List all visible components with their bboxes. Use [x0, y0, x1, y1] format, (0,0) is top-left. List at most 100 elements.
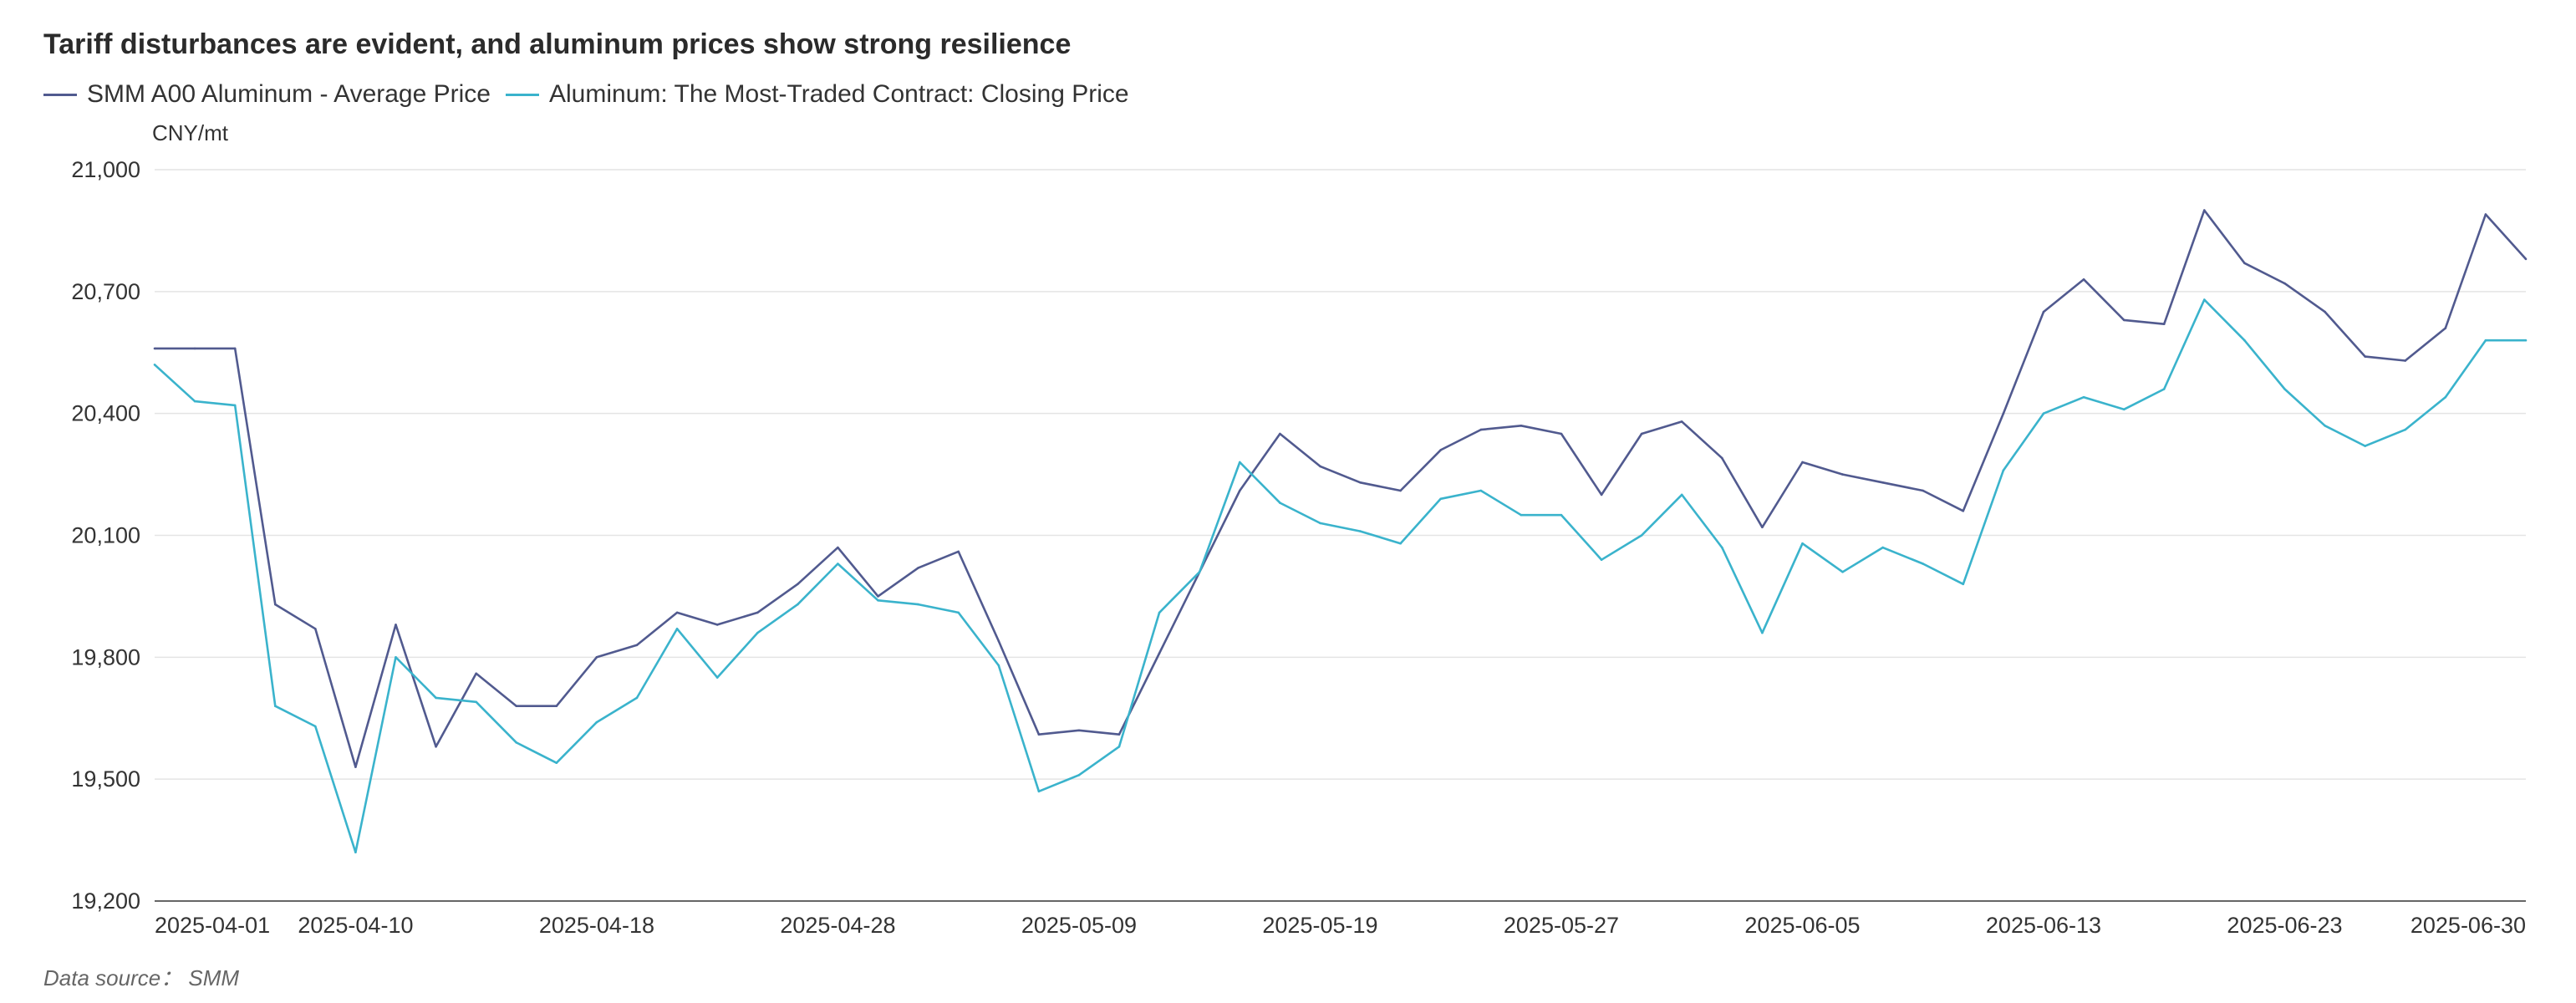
data-point-closing-price[interactable] — [1279, 502, 1281, 504]
data-point-closing-price[interactable] — [1922, 563, 1924, 565]
data-point-closing-price[interactable] — [2364, 445, 2366, 447]
data-point-average-price[interactable] — [1239, 489, 1241, 492]
data-point-average-price[interactable] — [2364, 355, 2366, 358]
data-point-average-price[interactable] — [1761, 526, 1764, 529]
data-point-average-price[interactable] — [1560, 432, 1563, 435]
data-point-average-price[interactable] — [1279, 432, 1281, 435]
series-line-closing-price[interactable] — [154, 298, 2526, 854]
data-point-closing-price[interactable] — [2324, 425, 2326, 427]
data-point-average-price[interactable] — [957, 550, 960, 553]
data-point-average-price[interactable] — [675, 611, 679, 614]
legend-item-average-price[interactable]: SMM A00 Aluminum - Average Price — [43, 80, 491, 109]
data-point-closing-price[interactable] — [797, 603, 799, 606]
data-point-average-price[interactable] — [997, 639, 1000, 643]
data-point-average-price[interactable] — [274, 603, 277, 606]
data-point-closing-price[interactable] — [715, 676, 719, 679]
data-point-average-price[interactable] — [2404, 359, 2406, 362]
data-point-average-price[interactable] — [756, 611, 759, 614]
data-point-closing-price[interactable] — [1881, 546, 1884, 549]
data-point-closing-price[interactable] — [1841, 571, 1844, 573]
data-point-average-price[interactable] — [1479, 428, 1483, 431]
data-point-closing-price[interactable] — [475, 700, 477, 704]
data-point-average-price[interactable] — [1841, 473, 1844, 476]
data-point-closing-price[interactable] — [515, 741, 518, 744]
data-point-closing-price[interactable] — [595, 720, 598, 724]
data-point-closing-price[interactable] — [1239, 461, 1241, 464]
data-point-average-price[interactable] — [1399, 489, 1402, 492]
data-point-average-price[interactable] — [2042, 310, 2045, 313]
data-point-closing-price[interactable] — [1721, 546, 1723, 549]
data-point-average-price[interactable] — [515, 705, 518, 707]
data-point-average-price[interactable] — [2162, 323, 2166, 326]
data-point-average-price[interactable] — [877, 595, 879, 598]
data-point-closing-price[interactable] — [1077, 774, 1081, 776]
data-point-closing-price[interactable] — [2404, 428, 2406, 431]
data-point-closing-price[interactable] — [1399, 542, 1402, 545]
data-point-closing-price[interactable] — [2524, 339, 2528, 342]
data-point-closing-price[interactable] — [274, 705, 277, 707]
data-point-average-price[interactable] — [1037, 733, 1041, 736]
data-point-closing-price[interactable] — [957, 611, 960, 614]
data-point-closing-price[interactable] — [1117, 746, 1121, 748]
data-point-closing-price[interactable] — [2162, 388, 2166, 390]
data-point-closing-price[interactable] — [435, 696, 437, 700]
data-point-closing-price[interactable] — [1158, 611, 1161, 614]
data-point-closing-price[interactable] — [635, 696, 639, 700]
data-point-closing-price[interactable] — [2042, 412, 2045, 415]
data-point-average-price[interactable] — [555, 705, 558, 707]
legend-item-closing-price[interactable]: Aluminum: The Most-Traded Contract: Clos… — [506, 80, 1129, 109]
data-point-closing-price[interactable] — [354, 851, 357, 853]
data-point-average-price[interactable] — [2324, 310, 2326, 313]
data-point-closing-price[interactable] — [555, 761, 558, 764]
data-point-average-price[interactable] — [715, 624, 719, 626]
data-point-closing-price[interactable] — [917, 603, 919, 606]
data-point-closing-price[interactable] — [2082, 395, 2085, 399]
data-point-closing-price[interactable] — [233, 404, 237, 407]
data-point-closing-price[interactable] — [2484, 339, 2487, 342]
data-point-closing-price[interactable] — [756, 631, 759, 634]
data-point-average-price[interactable] — [1801, 461, 1804, 464]
data-point-closing-price[interactable] — [2122, 408, 2125, 411]
data-point-closing-price[interactable] — [1198, 571, 1201, 573]
data-point-closing-price[interactable] — [1037, 790, 1041, 793]
data-point-closing-price[interactable] — [877, 599, 879, 602]
data-point-closing-price[interactable] — [2283, 388, 2286, 390]
data-point-closing-price[interactable] — [2444, 395, 2447, 399]
data-point-average-price[interactable] — [2484, 213, 2487, 216]
data-point-average-price[interactable] — [2203, 209, 2206, 211]
data-point-closing-price[interactable] — [1439, 497, 1442, 501]
data-point-average-price[interactable] — [153, 347, 156, 350]
data-point-closing-price[interactable] — [2243, 339, 2246, 342]
data-point-average-price[interactable] — [1922, 489, 1924, 492]
data-point-average-price[interactable] — [2524, 257, 2528, 261]
data-point-closing-price[interactable] — [1600, 558, 1603, 561]
data-point-closing-price[interactable] — [1520, 513, 1523, 517]
data-point-closing-price[interactable] — [1640, 534, 1643, 537]
data-point-average-price[interactable] — [193, 347, 196, 350]
data-point-average-price[interactable] — [2002, 412, 2005, 415]
data-point-closing-price[interactable] — [2002, 469, 2005, 471]
data-point-average-price[interactable] — [354, 766, 357, 768]
data-point-closing-price[interactable] — [837, 563, 839, 565]
data-point-average-price[interactable] — [635, 644, 639, 647]
data-point-average-price[interactable] — [1077, 729, 1081, 732]
data-point-average-price[interactable] — [1600, 493, 1603, 496]
data-point-closing-price[interactable] — [153, 364, 156, 366]
data-point-closing-price[interactable] — [314, 725, 317, 728]
data-point-average-price[interactable] — [1158, 652, 1161, 654]
data-point-closing-price[interactable] — [2203, 298, 2206, 301]
data-point-average-price[interactable] — [475, 672, 477, 675]
data-point-closing-price[interactable] — [395, 656, 397, 659]
data-point-average-price[interactable] — [1520, 425, 1523, 427]
data-point-closing-price[interactable] — [1479, 489, 1483, 492]
data-point-closing-price[interactable] — [1680, 493, 1683, 496]
data-point-average-price[interactable] — [1721, 456, 1723, 460]
data-point-average-price[interactable] — [797, 583, 799, 586]
data-point-average-price[interactable] — [435, 746, 437, 748]
data-point-average-price[interactable] — [1881, 481, 1884, 484]
series-line-average-price[interactable] — [155, 209, 2527, 768]
data-point-average-price[interactable] — [233, 347, 237, 350]
data-point-average-price[interactable] — [314, 628, 317, 630]
data-point-closing-price[interactable] — [193, 400, 196, 403]
data-point-average-price[interactable] — [1117, 733, 1121, 736]
